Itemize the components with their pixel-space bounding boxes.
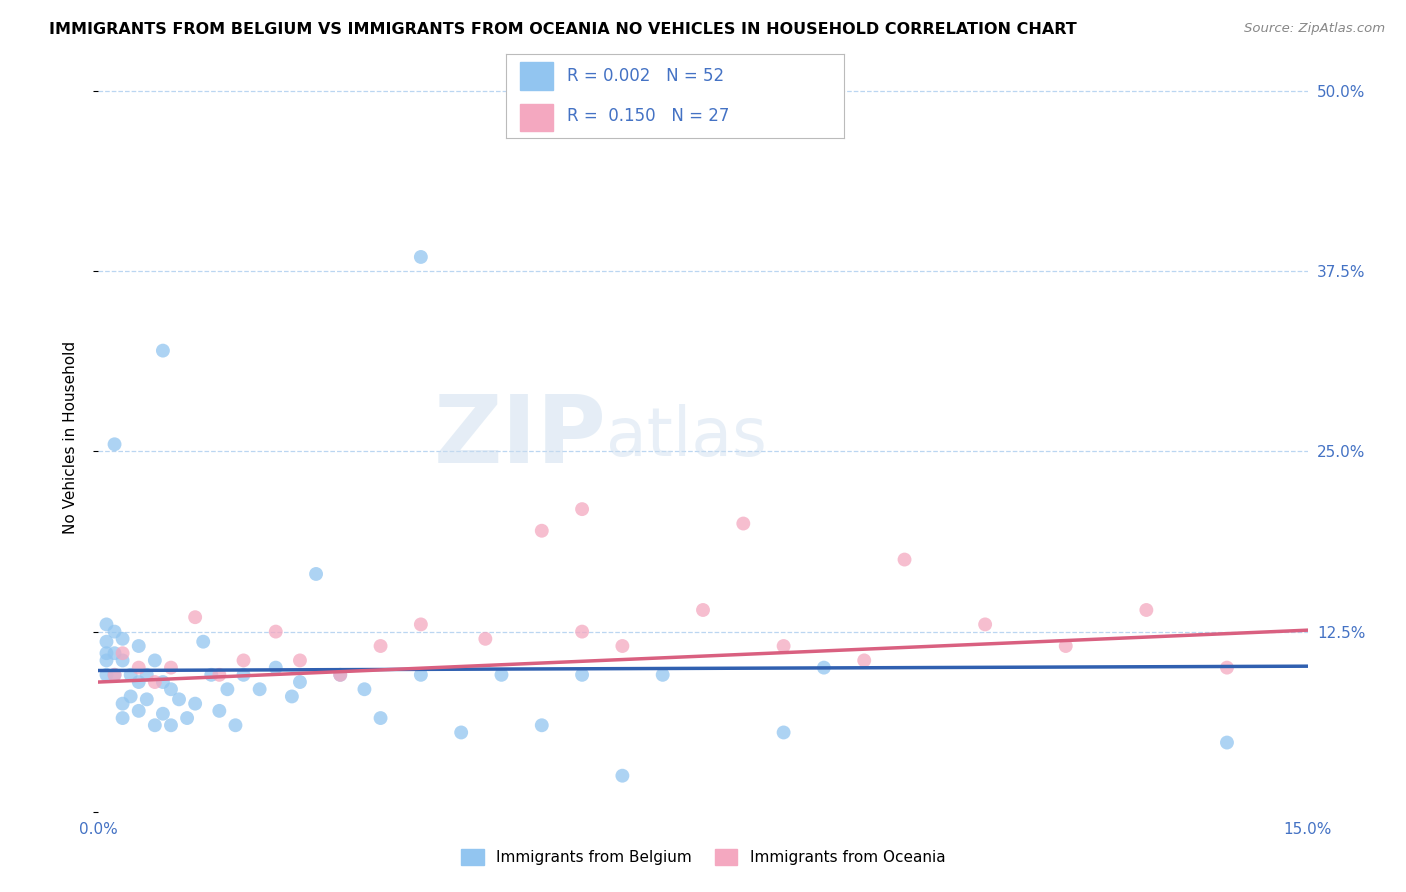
- Point: [128, 639, 150, 653]
- Point: [692, 603, 714, 617]
- Point: [264, 624, 287, 639]
- Point: [288, 675, 311, 690]
- Point: [135, 668, 157, 682]
- Point: [184, 697, 207, 711]
- Text: ZIP: ZIP: [433, 391, 606, 483]
- Point: [571, 624, 593, 639]
- Point: [208, 704, 231, 718]
- Point: [103, 624, 125, 639]
- Point: [612, 639, 634, 653]
- Point: [224, 718, 246, 732]
- Point: [612, 769, 634, 783]
- Point: [733, 516, 755, 531]
- Y-axis label: No Vehicles in Household: No Vehicles in Household: [63, 341, 77, 533]
- Point: [249, 682, 271, 697]
- Point: [135, 692, 157, 706]
- Point: [103, 668, 125, 682]
- Point: [152, 675, 174, 690]
- Point: [772, 725, 794, 739]
- Point: [193, 634, 215, 648]
- Point: [128, 675, 150, 690]
- Point: [152, 343, 174, 358]
- Point: [772, 639, 794, 653]
- Point: [571, 502, 593, 516]
- Point: [103, 646, 125, 660]
- Point: [813, 660, 835, 674]
- Text: R = 0.002   N = 52: R = 0.002 N = 52: [567, 68, 724, 86]
- Point: [1054, 639, 1077, 653]
- Point: [409, 617, 432, 632]
- Point: [111, 646, 134, 660]
- Point: [111, 632, 134, 646]
- Point: [409, 668, 432, 682]
- Point: [329, 668, 352, 682]
- Point: [353, 682, 375, 697]
- Point: [281, 690, 304, 704]
- Point: [571, 668, 593, 682]
- Point: [103, 668, 125, 682]
- Point: [853, 653, 876, 667]
- Point: [128, 660, 150, 674]
- Point: [1135, 603, 1157, 617]
- Point: [96, 646, 118, 660]
- Point: [120, 690, 142, 704]
- Legend: Immigrants from Belgium, Immigrants from Oceania: Immigrants from Belgium, Immigrants from…: [454, 843, 952, 871]
- Point: [96, 617, 118, 632]
- Point: [893, 552, 915, 566]
- Point: [305, 566, 328, 581]
- Point: [450, 725, 472, 739]
- Point: [128, 704, 150, 718]
- Point: [370, 639, 392, 653]
- Point: [491, 668, 513, 682]
- Point: [160, 718, 183, 732]
- Point: [96, 653, 118, 667]
- Point: [232, 668, 254, 682]
- Point: [160, 660, 183, 674]
- Bar: [520, 103, 554, 131]
- Point: [264, 660, 287, 674]
- Point: [111, 711, 134, 725]
- Text: Source: ZipAtlas.com: Source: ZipAtlas.com: [1244, 22, 1385, 36]
- Point: [120, 668, 142, 682]
- Point: [288, 653, 311, 667]
- Point: [409, 250, 432, 264]
- Point: [530, 524, 553, 538]
- Point: [167, 692, 190, 706]
- Point: [111, 653, 134, 667]
- Bar: [520, 62, 554, 90]
- Text: R =  0.150   N = 27: R = 0.150 N = 27: [567, 107, 730, 125]
- Point: [208, 668, 231, 682]
- Point: [651, 668, 673, 682]
- Point: [232, 653, 254, 667]
- Point: [143, 675, 166, 690]
- Point: [143, 718, 166, 732]
- Point: [1216, 735, 1239, 749]
- Point: [152, 706, 174, 721]
- Point: [96, 634, 118, 648]
- Point: [474, 632, 496, 646]
- Point: [329, 668, 352, 682]
- Point: [184, 610, 207, 624]
- Point: [176, 711, 198, 725]
- Point: [370, 711, 392, 725]
- Point: [111, 697, 134, 711]
- Text: atlas: atlas: [606, 404, 768, 470]
- Point: [200, 668, 222, 682]
- Point: [143, 653, 166, 667]
- Point: [217, 682, 239, 697]
- Point: [160, 682, 183, 697]
- Point: [103, 437, 125, 451]
- Text: IMMIGRANTS FROM BELGIUM VS IMMIGRANTS FROM OCEANIA NO VEHICLES IN HOUSEHOLD CORR: IMMIGRANTS FROM BELGIUM VS IMMIGRANTS FR…: [49, 22, 1077, 37]
- Point: [530, 718, 553, 732]
- Point: [96, 668, 118, 682]
- Point: [974, 617, 997, 632]
- Point: [1216, 660, 1239, 674]
